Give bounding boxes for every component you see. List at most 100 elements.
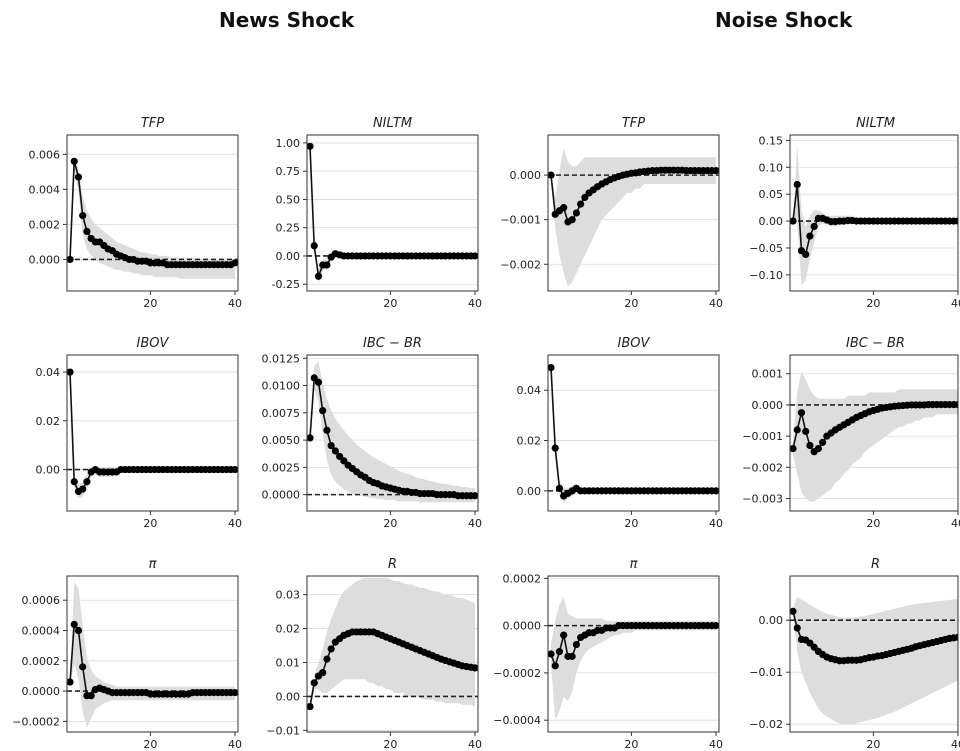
y-tick-label: 0.0002 <box>22 655 61 668</box>
y-tick-label: −0.01 <box>266 724 300 737</box>
confidence-band <box>310 361 475 503</box>
subplot-title: π <box>630 557 638 572</box>
data-point <box>806 441 814 450</box>
x-tick-label: 40 <box>709 297 723 310</box>
data-point <box>551 444 559 452</box>
axes-frame <box>547 575 720 733</box>
y-tick-label: 0.0075 <box>262 407 301 420</box>
data-point <box>323 261 331 269</box>
y-tick-label: −0.02 <box>749 718 783 731</box>
data-point <box>548 363 555 372</box>
data-point <box>79 663 87 671</box>
y-tick-label: 0.02 <box>517 435 542 448</box>
x-tick-label: 40 <box>228 297 242 310</box>
y-tick-label: −0.002 <box>742 461 783 474</box>
x-tick-label: 40 <box>468 517 482 530</box>
y-tick-label: 0.000 <box>29 253 61 266</box>
axes-frame <box>789 575 959 733</box>
subplot-7: −0.003 −0.002 −0.001 0.000 0.001 20 40 IBC − BR <box>742 336 960 530</box>
data-point <box>83 478 91 486</box>
data-point <box>79 212 87 220</box>
subplot-title: IBC − BR <box>846 336 905 351</box>
data-point <box>954 633 958 641</box>
subplot-6: 0.00 0.02 0.04 20 40 IBOV <box>517 336 724 530</box>
axes-frame <box>66 575 239 733</box>
x-tick-label: 40 <box>709 517 723 530</box>
y-tick-label: 0.0006 <box>22 594 61 607</box>
y-tick-label: 0.15 <box>759 134 784 147</box>
subplot-title: IBC − BR <box>363 336 422 351</box>
data-point <box>551 662 559 670</box>
y-tick-label: −0.002 <box>500 258 541 271</box>
data-point <box>307 702 314 711</box>
data-point <box>814 445 822 453</box>
subplot-title: NILTM <box>373 116 412 131</box>
data-point <box>790 445 797 453</box>
data-point <box>555 648 564 656</box>
x-tick-label: 40 <box>709 738 723 751</box>
data-point <box>548 171 555 179</box>
data-point <box>314 378 323 386</box>
x-tick-label: 20 <box>143 738 157 751</box>
confidence-band <box>310 146 475 284</box>
y-tick-label: 0.002 <box>29 218 61 231</box>
data-point <box>560 204 568 212</box>
data-point <box>319 669 327 677</box>
data-point <box>231 465 238 474</box>
subplot-5: 0.0000 0.0025 0.0050 0.0075 0.0100 0.0125 20 40… <box>262 336 483 530</box>
y-tick-label: −0.10 <box>749 269 783 282</box>
y-tick-label: 0.04 <box>36 366 61 379</box>
x-tick-label: 40 <box>228 517 242 530</box>
subplot-0: 0.000 0.002 0.004 0.006 20 40 TFP <box>29 116 243 310</box>
data-point <box>954 217 958 225</box>
y-tick-label: 0.0050 <box>262 434 301 447</box>
data-point <box>790 607 797 615</box>
x-tick-label: 40 <box>468 297 482 310</box>
y-tick-label: −0.05 <box>749 242 783 255</box>
y-tick-label: −0.0002 <box>12 715 60 728</box>
data-point <box>319 407 327 415</box>
data-point <box>310 679 318 687</box>
y-tick-label: 0.25 <box>276 222 301 235</box>
data-point <box>67 678 74 686</box>
data-point <box>331 447 339 455</box>
noise-shock-title: Noise Shock <box>715 8 853 32</box>
y-tick-label: 0.03 <box>276 589 301 602</box>
data-point <box>577 200 585 208</box>
y-tick-label: 0.02 <box>276 623 301 636</box>
axes-frame <box>789 354 959 512</box>
data-point <box>314 272 323 280</box>
x-tick-label: 40 <box>951 297 960 310</box>
data-point <box>819 438 827 446</box>
data-point <box>70 478 78 486</box>
x-tick-label: 40 <box>951 517 960 530</box>
axes-frame <box>306 354 479 512</box>
subplot-4: 0.00 0.02 0.04 20 40 IBOV <box>36 336 243 530</box>
subplot-title: TFP <box>622 116 645 131</box>
subplot-1: -0.25 0.00 0.25 0.50 0.75 1.00 20 40 NILTM <box>272 116 482 310</box>
axes-frame <box>306 575 479 733</box>
y-tick-label: -0.25 <box>272 278 300 291</box>
data-point <box>310 242 318 250</box>
axes-frame <box>789 134 959 292</box>
y-tick-label: 0.05 <box>759 188 784 201</box>
x-tick-label: 40 <box>951 738 960 751</box>
x-tick-label: 40 <box>468 738 482 751</box>
data-point <box>802 427 810 436</box>
confidence-band <box>70 582 235 728</box>
x-tick-label: 20 <box>383 297 397 310</box>
x-tick-label: 20 <box>383 738 397 751</box>
y-tick-label: 0.006 <box>29 148 61 161</box>
data-point <box>70 620 78 629</box>
data-point <box>790 217 797 225</box>
subplot-title: NILTM <box>856 116 895 131</box>
data-point <box>87 692 95 700</box>
x-tick-label: 20 <box>866 517 880 530</box>
confidence-band <box>793 145 958 286</box>
data-point <box>471 664 478 672</box>
y-tick-label: 0.0000 <box>262 489 301 502</box>
data-point <box>712 167 719 175</box>
data-point <box>231 689 238 697</box>
data-point <box>712 622 719 630</box>
y-tick-label: 0.01 <box>276 656 301 669</box>
